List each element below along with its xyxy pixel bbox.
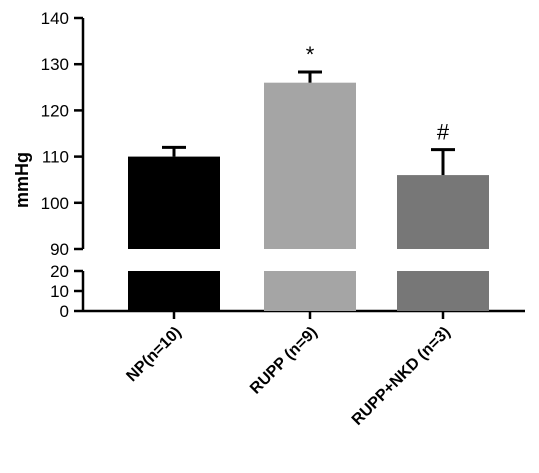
significance-marker: #: [437, 120, 450, 145]
y-tick-label: 140: [41, 9, 69, 28]
bar-lower-segment: [128, 271, 220, 311]
y-tick-label: 20: [50, 262, 69, 281]
y-tick-label: 110: [42, 148, 69, 167]
y-tick-label: 130: [41, 55, 69, 74]
y-axis-label: mmHg: [12, 152, 32, 208]
bar-lower-segment: [397, 271, 489, 311]
y-tick-label: 90: [50, 240, 69, 259]
bars: *#: [128, 42, 489, 311]
y-tick-label: 0: [60, 302, 69, 321]
significance-marker: *: [306, 42, 315, 67]
category-label: RUPP+NKD (n=3): [349, 324, 454, 429]
bar-lower-segment: [264, 271, 356, 311]
category-labels: NP(n=10) RUPP (n=9) RUPP+NKD (n=3): [123, 324, 453, 429]
bar: [397, 175, 489, 249]
y-tick-label: 10: [50, 282, 69, 301]
y-tick-label: 100: [41, 194, 69, 213]
bar: [128, 156, 220, 249]
category-label: NP(n=10): [123, 324, 184, 385]
bar: [264, 82, 356, 250]
category-label: RUPP (n=9): [247, 324, 321, 398]
y-tick-label: 120: [41, 101, 69, 120]
